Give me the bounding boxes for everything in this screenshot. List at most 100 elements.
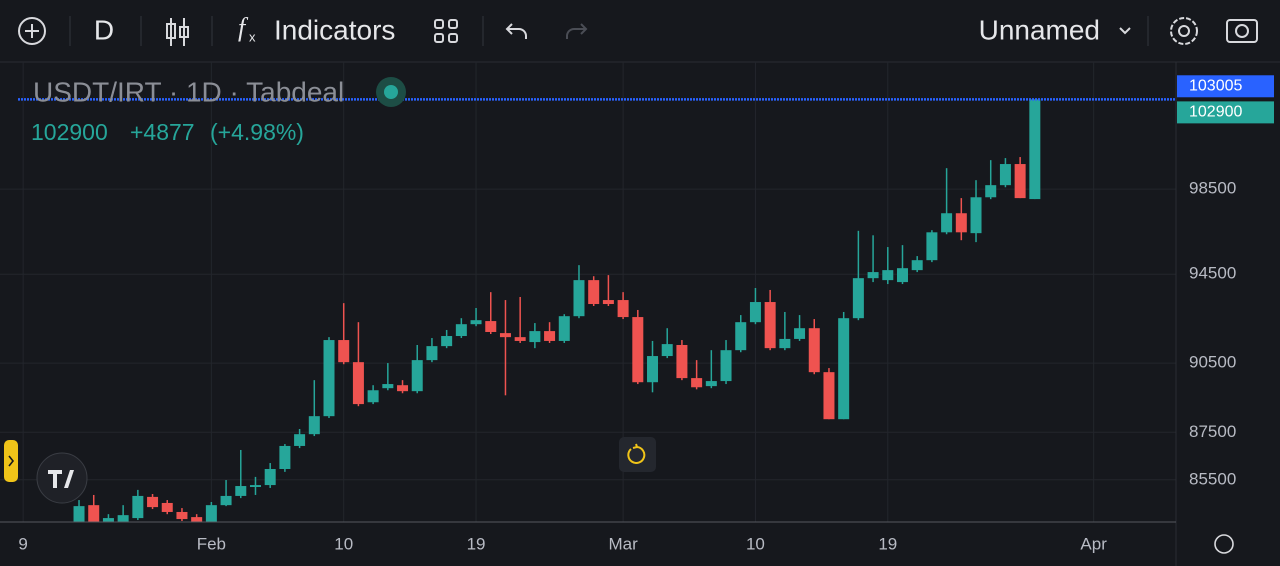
icon-square (448, 33, 458, 43)
x-tick-label: Apr (1080, 534, 1107, 553)
candle-body (176, 511, 188, 520)
interval-button[interactable]: D (94, 14, 114, 45)
reset-view-button[interactable] (619, 437, 656, 472)
price-label: 102900 (1189, 104, 1242, 121)
candle-body (470, 320, 482, 325)
undo-icon[interactable] (505, 23, 527, 39)
candle-body (544, 331, 556, 341)
candle-body (441, 336, 453, 347)
candle-body (264, 468, 276, 486)
tradingview-logo-mark (48, 470, 74, 488)
candle-body (279, 445, 291, 469)
candle-body (485, 321, 497, 332)
candle-body (705, 381, 717, 387)
add-icon-plus (25, 24, 39, 38)
candle-body (88, 505, 100, 522)
candle-body (926, 232, 938, 261)
candle-body (323, 340, 335, 417)
candle-body (867, 272, 879, 279)
y-tick-label: 90500 (1189, 353, 1236, 372)
settings-icon[interactable] (1170, 17, 1198, 45)
candle-body (896, 268, 908, 283)
candle-body (558, 316, 570, 341)
candle-body (691, 378, 703, 388)
candle-body (205, 505, 217, 522)
candle-body (735, 322, 747, 351)
sidebar-toggle-arrow (8, 455, 15, 467)
candle-body (1014, 164, 1026, 199)
icon-square (448, 19, 458, 29)
indicators-button[interactable]: Indicators (274, 14, 395, 45)
candle-body (117, 515, 129, 522)
candle-body (455, 324, 467, 337)
candle-body (647, 356, 659, 383)
candle-body (999, 164, 1011, 186)
toolbar: D f x Indicators Unnamed (18, 13, 1258, 46)
candle-body (338, 340, 350, 363)
x-tick-label: Mar (608, 534, 638, 553)
candle-body (764, 302, 776, 349)
candle-body (823, 372, 835, 420)
reset-view-icon (627, 443, 646, 464)
settings-icon-center (1178, 25, 1190, 37)
snapshot-icon[interactable] (1226, 19, 1258, 43)
y-tick-label: 87500 (1189, 422, 1236, 441)
candle-body (852, 278, 864, 319)
candle-body (294, 434, 306, 446)
candle-body (749, 302, 761, 323)
templates-icon[interactable] (434, 19, 458, 43)
candle-body (617, 300, 629, 318)
candle-body (352, 362, 364, 405)
x-tick-label: Feb (197, 534, 226, 553)
candle-body (602, 300, 614, 305)
candle-body (308, 416, 320, 435)
y-tick-label: 85500 (1189, 469, 1236, 488)
fx-icon-x: x (249, 29, 256, 44)
candle-body (720, 350, 732, 382)
x-tick-label: 19 (878, 534, 897, 553)
chart-type-icon[interactable] (166, 18, 189, 46)
y-tick-label: 98500 (1189, 179, 1236, 198)
y-tick-label: 94500 (1189, 264, 1236, 283)
fx-icon[interactable]: f (238, 13, 249, 42)
candle-body (985, 185, 997, 198)
candle-body (955, 213, 967, 233)
candle-body (970, 197, 982, 234)
price-change-percent: (+4.98%) (210, 119, 304, 145)
candle-body (411, 360, 423, 392)
symbol-title: USDT/IRT · 1D · Tabdeal (33, 76, 344, 107)
candle-body (220, 495, 232, 506)
price-label: 103005 (1189, 78, 1242, 95)
market-status-dot (384, 85, 398, 99)
candle-body (73, 506, 85, 522)
icon-body (166, 23, 176, 39)
last-price: 102900 (31, 119, 108, 145)
candle-body (249, 485, 261, 487)
icon-square (434, 33, 444, 43)
redo-icon[interactable] (566, 23, 588, 39)
price-change: +4877 (130, 119, 195, 145)
candle-body (838, 318, 850, 420)
candle-body (132, 495, 144, 519)
layout-dropdown-icon (1119, 27, 1131, 35)
candle-body (632, 317, 644, 383)
snapshot-lens (1235, 24, 1249, 38)
plot-area (0, 62, 1176, 522)
axis-settings-icon[interactable] (1214, 534, 1234, 554)
candle-body (808, 328, 820, 373)
layout-button[interactable]: Unnamed (979, 14, 1100, 45)
candle-body (426, 346, 438, 361)
candle-body (367, 390, 379, 403)
tradingview-logo[interactable] (36, 452, 88, 504)
candle-body (1029, 99, 1041, 200)
sidebar-toggle[interactable] (4, 440, 18, 482)
add-icon[interactable] (18, 17, 46, 45)
candle-body (882, 270, 894, 281)
candle-body (529, 331, 541, 343)
price-label-box (1177, 75, 1274, 98)
candle-body (588, 280, 600, 305)
candle-body (102, 518, 114, 522)
candle-body (661, 344, 673, 357)
